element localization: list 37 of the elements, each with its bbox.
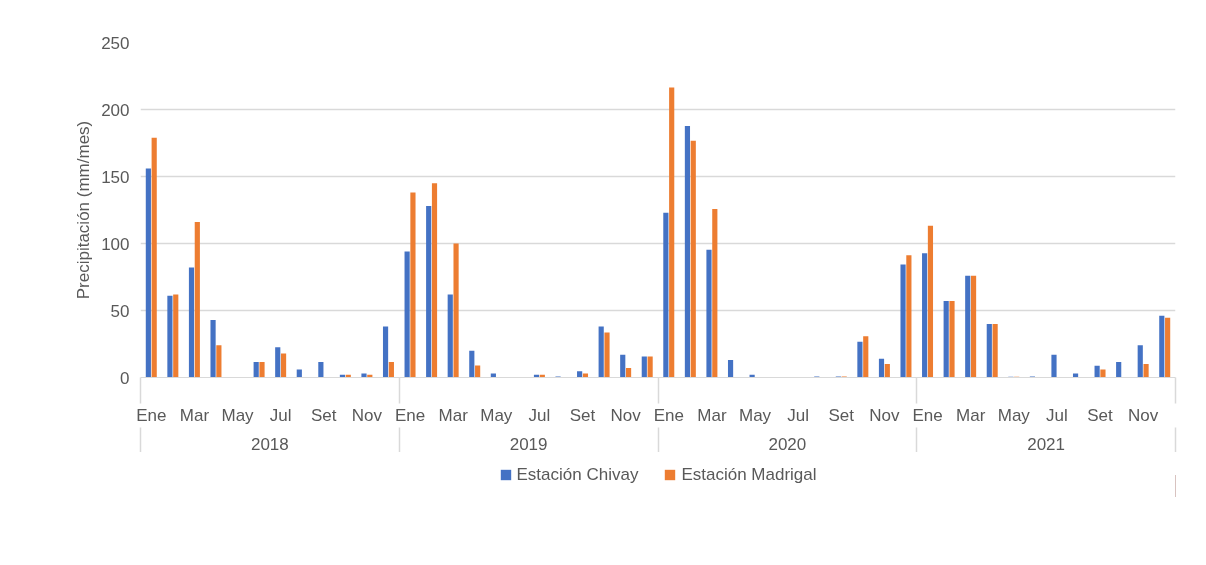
x-tick-label: Nov [1128, 405, 1159, 425]
x-tick-label: Set [1087, 405, 1114, 425]
y-tick-label: 0 [120, 368, 130, 388]
x-tick-label: May [997, 405, 1031, 425]
x-tick-label: Set [828, 405, 855, 425]
y-axis-title: Precipitación (mm/mes) [74, 120, 94, 300]
y-tick-label: 200 [101, 100, 130, 120]
legend-label: Estación Madrigal [681, 464, 817, 485]
x-tick-label: Mar [438, 405, 469, 425]
x-tick-label: Nov [351, 405, 383, 425]
x-tick-label: Mar [697, 405, 727, 425]
text: 2020 [768, 434, 807, 454]
x-tick-label: Mar [956, 405, 986, 425]
x-tick-label: Nov [869, 405, 901, 425]
x-tick-label: May [221, 405, 255, 425]
y-tick-label: 150 [101, 167, 130, 187]
y-tick-label: 100 [101, 234, 130, 254]
text: 2018 [250, 434, 289, 454]
x-tick-label: Ene [653, 405, 684, 425]
text: 2021 [1027, 434, 1066, 454]
y-tick-label: 50 [110, 301, 130, 321]
legend-label: Estación Chivay [516, 464, 639, 485]
x-tick-label: Set [311, 405, 337, 425]
x-tick-label: May [480, 405, 513, 425]
x-tick-label: Ene [394, 405, 426, 425]
x-tick-label: Ene [136, 405, 167, 425]
y-tick-label: 250 [101, 33, 130, 53]
text: 2019 [509, 434, 548, 454]
x-tick-label: May [738, 405, 772, 425]
x-tick-label: Jul [528, 405, 551, 425]
x-tick-label: Set [569, 405, 596, 425]
x-tick-label: Jul [269, 405, 292, 425]
x-tick-label: Ene [912, 405, 943, 425]
x-tick-label: Jul [1046, 405, 1068, 425]
x-tick-label: Nov [610, 405, 642, 425]
x-tick-label: Mar [179, 405, 210, 425]
x-tick-label: Jul [787, 405, 810, 425]
